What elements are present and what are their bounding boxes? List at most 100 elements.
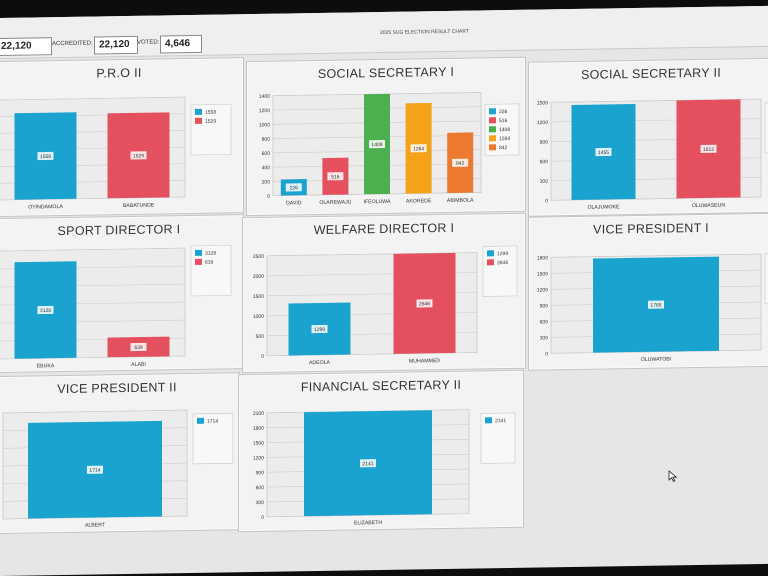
data-label-box	[285, 183, 302, 192]
data-label: 842	[456, 161, 465, 167]
gridline	[3, 409, 187, 414]
data-label: 1714	[89, 468, 100, 474]
y-tick-label: 600	[262, 151, 271, 157]
data-label-box	[416, 299, 433, 308]
gridline	[0, 96, 185, 101]
legend-box	[484, 103, 520, 156]
y-tick-label: 900	[256, 470, 265, 476]
y-tick-label: 1400	[259, 94, 270, 100]
panel-social-secretary-i: SOCIAL SECRETARY I 0 200 400 600 800 1000 1200…	[246, 56, 526, 217]
x-tick-label: OLUWASEUN	[692, 203, 725, 210]
data-label-box	[595, 147, 612, 157]
voted-count: 4,646	[160, 34, 202, 54]
data-label: 2646	[419, 301, 430, 307]
y-tick-label: 600	[256, 485, 265, 491]
panel-pro-ii: P.R.O II 1558 OYINDAMOLA 1529 BABATUNDE 1558…	[0, 57, 244, 218]
data-label-box	[37, 305, 54, 315]
data-label: 1765	[650, 303, 661, 309]
summary-bar: 22,120 ACCREDITED: 22,120 VOTED: 4,646 2…	[0, 5, 768, 60]
legend-label: 226	[499, 109, 508, 115]
chart-pro-ii: 1558 OYINDAMOLA 1529 BABATUNDE 1558 1529	[0, 96, 232, 211]
data-label: 1558	[40, 154, 51, 160]
y-tick-label: 2100	[253, 411, 264, 417]
legend-swatch	[197, 417, 204, 424]
y-tick-label: 0	[261, 354, 264, 360]
x-tick-label: ALBERT	[85, 522, 106, 528]
y-tick-label: 1500	[253, 294, 264, 300]
monitor-screen: 22,120 ACCREDITED: 22,120 VOTED: 4,646 2…	[0, 5, 768, 576]
data-label-box	[37, 151, 54, 161]
y-tick-label: 1500	[253, 441, 264, 447]
data-label-box	[130, 151, 147, 160]
data-label-box	[327, 172, 344, 181]
y-tick-label: 1800	[537, 255, 548, 261]
legend-swatch	[195, 258, 202, 265]
data-label-box	[87, 465, 103, 474]
y-tick-label: 600	[540, 159, 549, 165]
legend-label: 3128	[205, 251, 216, 257]
data-label: 3128	[40, 308, 51, 314]
legend-swatch	[489, 144, 496, 151]
panel-financial-secretary-ii: FINANCIAL SECRETARY II 0 300 600 900 1200 150…	[238, 369, 524, 533]
y-tick-label: 1500	[537, 100, 548, 106]
legend-swatch	[195, 108, 202, 115]
registered-count: 22,120	[0, 37, 52, 57]
y-tick-label: 1200	[253, 455, 264, 461]
chart-welfare-director-i: 0 500 1000 1500 2000 2500 1299 ADEOLA 2646 MUHAMM…	[253, 245, 518, 366]
gridline	[0, 247, 185, 252]
data-label: 1264	[413, 146, 424, 152]
legend-box	[192, 413, 234, 465]
x-tick-label: OLAJUMOKE	[588, 204, 621, 211]
data-label: 2141	[362, 461, 373, 467]
y-tick-label: 1800	[253, 426, 264, 432]
legend-label: 639	[205, 260, 214, 266]
gridline	[551, 253, 761, 258]
y-tick-label: 200	[262, 179, 271, 185]
accredited-count: 22,120	[94, 35, 138, 55]
x-tick-label: OLAREWAJU	[319, 199, 351, 206]
x-tick-label: EBUKA	[37, 363, 55, 369]
x-tick-label: IFEOLUWA	[364, 199, 391, 205]
panel-social-secretary-ii: SOCIAL SECRETARY II 0 300 600 900 1200 1500 14…	[528, 57, 768, 217]
y-tick-label: 1500	[537, 271, 548, 277]
panel-welfare-director-i: WELFARE DIRECTOR I 0 500 1000 1500 2000 2500 1…	[242, 212, 526, 374]
legend-label: 2646	[497, 260, 508, 266]
x-tick-label: AKOREDE	[406, 198, 432, 204]
data-label: 1529	[133, 153, 144, 159]
y-tick-label: 800	[262, 137, 271, 143]
legend-swatch	[489, 117, 496, 124]
legend-swatch	[487, 250, 494, 257]
data-label: 1299	[314, 327, 325, 333]
x-tick-label: ELIZABETH	[354, 520, 383, 526]
legend-swatch	[489, 126, 496, 133]
chart-vice-president-ii: 1714 ALBERT 1714	[2, 409, 234, 529]
chart-social-secretary-ii: 0 300 600 900 1200 1500 1455 OLAJUMOKE 1612 OLUWA…	[537, 98, 768, 211]
legend-swatch	[487, 259, 494, 266]
legend-label: 516	[499, 118, 508, 124]
y-tick-label: 0	[545, 351, 548, 357]
y-tick-label: 0	[261, 515, 264, 521]
data-label: 1408	[371, 142, 382, 148]
legend-label: 1299	[497, 251, 508, 257]
y-tick-label: 1000	[253, 314, 264, 320]
data-label: 1612	[703, 147, 714, 153]
y-tick-label: 0	[545, 198, 548, 204]
y-tick-label: 900	[540, 303, 549, 309]
legend-label: 1264	[499, 136, 510, 142]
y-tick-label: 1200	[537, 120, 548, 126]
data-label-box	[410, 144, 427, 153]
x-tick-label: ABIMBOLA	[447, 198, 474, 204]
legend-label: 1408	[499, 127, 510, 133]
chart-vice-president-i: 0 300 600 900 1200 1500 1800 1765 OLUWATOBI	[537, 253, 768, 363]
y-tick-label: 1000	[259, 122, 270, 128]
x-tick-label: MUHAMMED	[409, 358, 440, 364]
mouse-pointer-icon	[668, 470, 678, 482]
legend-swatch	[489, 135, 496, 142]
legend-swatch	[485, 417, 492, 424]
legend-box	[190, 245, 232, 297]
x-tick-label: OYINDAMOLA	[28, 204, 63, 211]
legend-label: 1529	[205, 119, 216, 125]
x-tick-label: OLUWATOBI	[641, 356, 671, 362]
data-label-box	[369, 139, 385, 149]
app-title: 2025 SUG ELECTION RESULT CHART	[380, 28, 469, 37]
